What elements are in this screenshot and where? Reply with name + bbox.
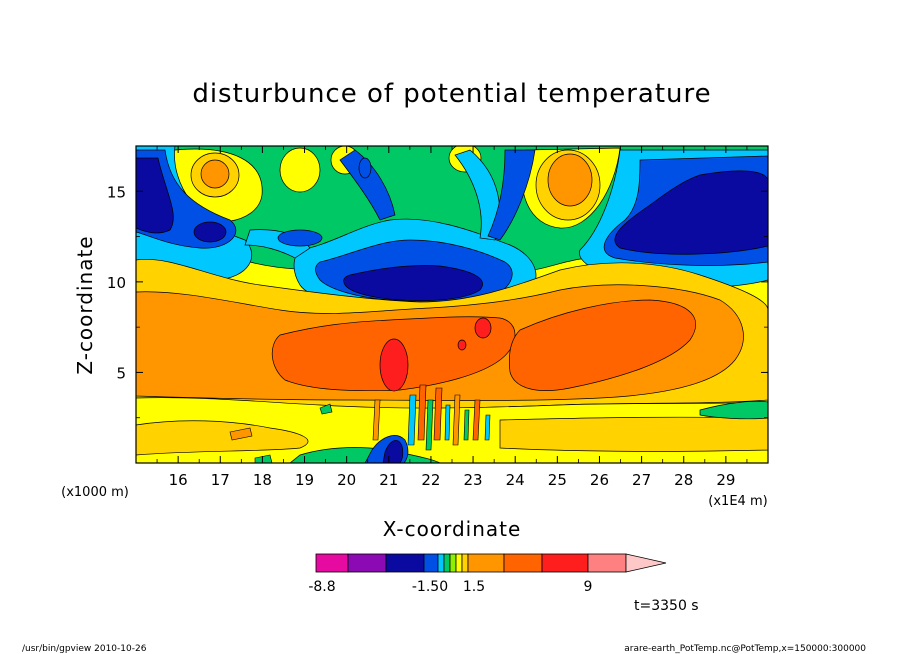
x-tick-label: 25: [548, 471, 567, 489]
colorbar-tick-label: -1.50: [412, 579, 448, 595]
colorbar-bin: [541, 553, 589, 573]
upper-orange-right-core: [547, 153, 593, 207]
red-core-2: [474, 317, 492, 339]
navy-center: [343, 265, 483, 302]
x-tick-label: 24: [506, 471, 525, 489]
colorbar-bin: [443, 553, 451, 573]
colorbar-bin: [423, 553, 439, 573]
lower-orange-right: [508, 299, 696, 391]
colorbar-bin: [347, 553, 387, 573]
colorbar-bin: [503, 553, 543, 573]
upper-yellow-mid: [279, 147, 321, 193]
x-tick-label: 18: [253, 471, 272, 489]
x-tick-label: 27: [632, 471, 651, 489]
colorbar-bin: [315, 553, 349, 573]
blue-streak-3: [487, 149, 536, 241]
time-label: t=3350 s: [634, 598, 699, 614]
y-tick-label: 5: [116, 364, 126, 382]
chart-title: disturbunce of potential temperature: [192, 79, 711, 109]
colorbar-bin: [437, 553, 445, 573]
y-axis-label: Z-coordinate: [73, 235, 97, 374]
colorbar: -8.8 -1.50 1.5 9: [308, 553, 667, 595]
colorbar-bin: [385, 553, 425, 573]
navy-right: [614, 170, 768, 255]
colorbar-tick-label: -8.8: [308, 579, 335, 595]
colorbar-bin: [467, 553, 505, 573]
x-tick-label: 29: [716, 471, 735, 489]
colorbar-tick-label: 1.5: [463, 579, 485, 595]
bottom-navy-core: [382, 439, 404, 463]
bottom-gold-right: [499, 416, 768, 452]
x-tick-label: 17: [211, 471, 230, 489]
colorbar-bin: [455, 553, 463, 573]
footer-left: /usr/bin/gpview 2010-10-26: [22, 644, 147, 654]
colorbar-bin: [461, 553, 469, 573]
colorbar-bin: [587, 553, 627, 573]
cyan-blob-small: [358, 157, 372, 179]
x-unit-label: (x1E4 m): [708, 494, 767, 509]
footer-right: arare-earth_PotTemp.nc@PotTemp,x=150000:…: [624, 644, 866, 654]
y-unit-label: (x1000 m): [61, 485, 129, 500]
x-axis: 16 17 18 19 20 21 22 23 24 25 26 27 28 29: [156, 146, 748, 489]
x-tick-label: 28: [674, 471, 693, 489]
blue-streak-1: [339, 149, 396, 221]
x-tick-label: 16: [169, 471, 188, 489]
upper-orange-left-core: [200, 159, 230, 189]
red-core-1: [379, 338, 409, 392]
blue-blob-small: [277, 229, 323, 247]
bottom-green-right: [699, 400, 768, 420]
red-core-3: [457, 339, 467, 351]
contour-field: [136, 146, 768, 463]
navy-left-2: [193, 221, 227, 243]
colorbar-tick-label: 9: [584, 579, 593, 595]
x-tick-label: 22: [421, 471, 440, 489]
x-tick-label: 20: [337, 471, 356, 489]
y-tick-label: 15: [107, 183, 126, 201]
turbulent-streaks: [229, 384, 491, 463]
x-tick-label: 21: [379, 471, 398, 489]
x-tick-label: 26: [590, 471, 609, 489]
colorbar-bin: [449, 553, 457, 573]
navy-left: [136, 157, 174, 234]
colorbar-extend-arrow: [625, 553, 667, 573]
bottom-gold: [136, 420, 309, 456]
x-tick-label: 23: [464, 471, 483, 489]
y-tick-label: 10: [107, 274, 126, 292]
blue-streak-2: [454, 149, 500, 241]
y-axis: 5 10 15: [107, 183, 768, 419]
x-tick-label: 19: [295, 471, 314, 489]
x-axis-label: X-coordinate: [383, 517, 522, 541]
